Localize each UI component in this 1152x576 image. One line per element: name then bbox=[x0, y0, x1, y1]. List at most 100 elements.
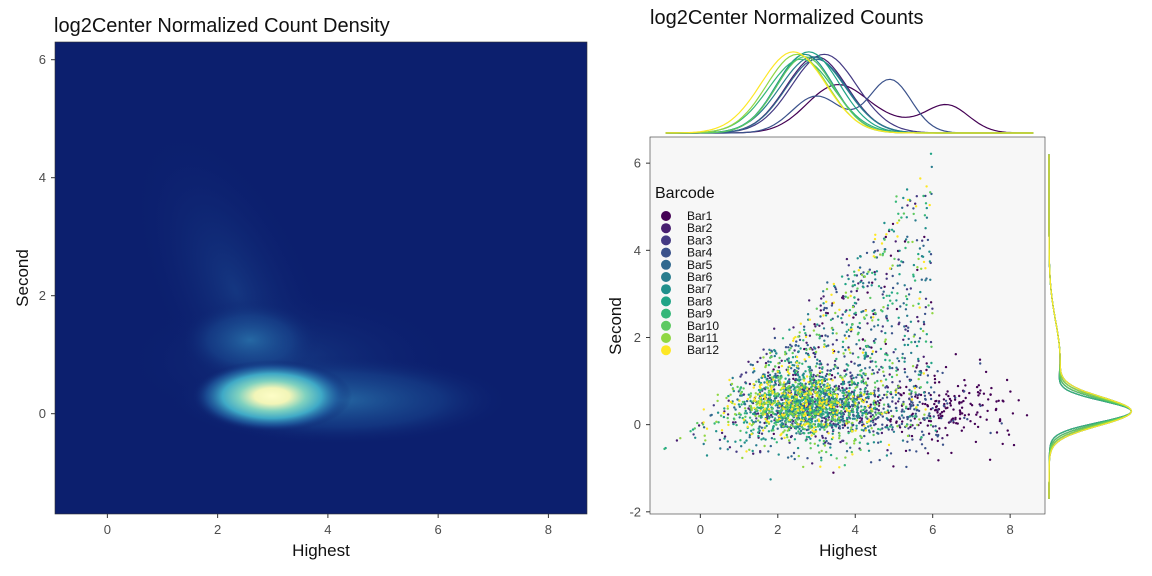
scatter-point bbox=[841, 383, 844, 386]
scatter-point bbox=[981, 404, 984, 407]
scatter-point bbox=[758, 425, 761, 428]
scatter-point bbox=[716, 393, 719, 396]
scatter-point bbox=[963, 378, 966, 382]
scatter-point bbox=[964, 384, 967, 387]
scatter-point bbox=[764, 417, 767, 421]
scatter-point bbox=[887, 428, 890, 431]
scatter-point bbox=[904, 238, 908, 241]
scatter-point bbox=[979, 362, 982, 365]
scatter-point bbox=[885, 277, 888, 280]
scatter-point bbox=[731, 376, 734, 380]
scatter-point bbox=[866, 442, 870, 445]
scatter-point bbox=[832, 367, 835, 371]
scatter-point bbox=[742, 421, 746, 424]
scatter-point bbox=[968, 391, 971, 395]
legend-label: Bar7 bbox=[687, 282, 713, 296]
scatter-point bbox=[791, 356, 795, 359]
scatter-point bbox=[805, 435, 809, 439]
scatter-point bbox=[794, 427, 798, 430]
scatter-point bbox=[755, 417, 758, 420]
top-density-curve bbox=[665, 51, 1034, 134]
scatter-point bbox=[942, 398, 946, 401]
scatter-point bbox=[784, 402, 787, 405]
scatter-point bbox=[860, 310, 863, 314]
scatter-point bbox=[839, 375, 842, 378]
scatter-point bbox=[781, 337, 785, 340]
scatter-point bbox=[835, 393, 838, 397]
scatter-point bbox=[1017, 399, 1020, 402]
scatter-point bbox=[783, 436, 786, 439]
scatter-point bbox=[755, 380, 758, 383]
scatter-point bbox=[783, 389, 786, 393]
scatter-point bbox=[770, 378, 773, 381]
scatter-point bbox=[887, 443, 891, 447]
scatter-point bbox=[792, 326, 795, 329]
scatter-point bbox=[855, 343, 858, 346]
scatter-point bbox=[932, 415, 935, 418]
scatter-point bbox=[823, 377, 826, 380]
scatter-point bbox=[819, 315, 822, 318]
scatter-point bbox=[803, 384, 806, 387]
scatter-point bbox=[866, 345, 869, 348]
scatter-point bbox=[754, 392, 757, 395]
scatter-point bbox=[869, 424, 872, 427]
scatter-point bbox=[862, 286, 865, 289]
scatter-point bbox=[885, 417, 888, 420]
scatter-point bbox=[826, 414, 829, 418]
scatter-point bbox=[861, 421, 864, 424]
scatter-point bbox=[808, 401, 812, 404]
scatter-point bbox=[851, 403, 854, 407]
scatter-point bbox=[786, 368, 790, 371]
scatter-point bbox=[894, 391, 898, 394]
scatter-point bbox=[933, 391, 936, 394]
scatter-point bbox=[895, 373, 899, 377]
scatter-point bbox=[949, 399, 953, 402]
scatter-point bbox=[807, 354, 810, 357]
scatter-point bbox=[815, 333, 818, 336]
scatter-point bbox=[804, 370, 807, 373]
scatter-point bbox=[795, 340, 798, 343]
scatter-point bbox=[995, 400, 998, 403]
scatter-point bbox=[768, 408, 771, 411]
scatter-point bbox=[814, 390, 817, 393]
scatter-point bbox=[966, 418, 969, 421]
scatter-point bbox=[834, 365, 837, 368]
scatter-point bbox=[759, 396, 762, 399]
scatter-point bbox=[904, 328, 907, 331]
scatter-point bbox=[930, 165, 933, 169]
scatter-point bbox=[845, 450, 849, 453]
scatter-point bbox=[839, 415, 843, 419]
scatter-point bbox=[914, 393, 918, 396]
scatter-point bbox=[849, 446, 852, 449]
scatter-point bbox=[812, 346, 816, 349]
scatter-point bbox=[757, 434, 760, 438]
scatter-point bbox=[947, 394, 950, 398]
scatter-point bbox=[885, 396, 889, 399]
scatter-point bbox=[924, 194, 927, 198]
scatter-point bbox=[768, 376, 772, 380]
scatter-point bbox=[777, 453, 780, 456]
scatter-point bbox=[772, 432, 775, 436]
scatter-point bbox=[865, 314, 868, 317]
scatter-point bbox=[880, 380, 883, 383]
heatmap-density bbox=[120, 123, 510, 457]
scatter-point bbox=[908, 392, 911, 396]
scatter-point bbox=[815, 307, 818, 310]
scatter-point bbox=[765, 381, 769, 384]
scatter-point bbox=[797, 335, 800, 338]
scatter-point bbox=[763, 392, 766, 395]
scatter-point bbox=[809, 381, 812, 384]
scatter-point bbox=[813, 400, 816, 403]
scatter-point bbox=[787, 439, 791, 442]
scatter-point bbox=[892, 230, 896, 233]
scatter-point bbox=[834, 425, 838, 428]
scatter-point bbox=[900, 414, 904, 417]
scatter-point bbox=[821, 434, 824, 438]
scatter-point bbox=[760, 426, 763, 429]
scatter-point bbox=[728, 446, 732, 449]
scatter-point bbox=[915, 344, 919, 348]
scatter-point bbox=[891, 396, 894, 399]
scatter-point bbox=[917, 320, 920, 323]
legend-item: Bar11 bbox=[661, 331, 718, 345]
scatter-point bbox=[838, 434, 841, 437]
